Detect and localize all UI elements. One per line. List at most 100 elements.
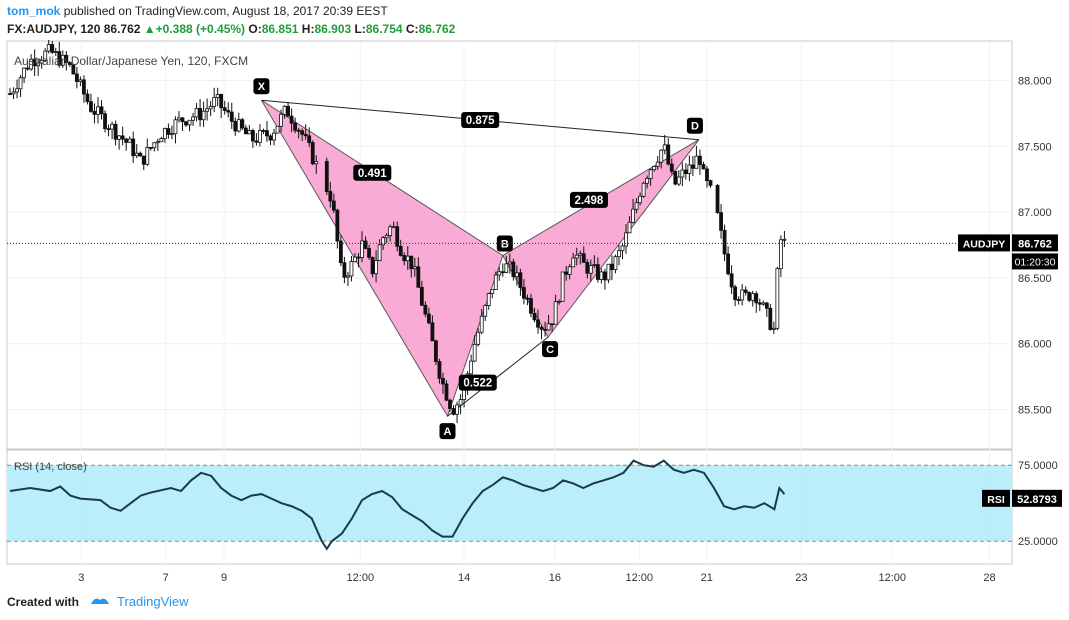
candle-body <box>138 152 143 157</box>
candle-body <box>363 240 368 249</box>
candle-body <box>89 101 93 112</box>
ratio-label-bg <box>353 164 392 181</box>
candle-body <box>106 128 111 131</box>
ratio-label-bg <box>461 111 500 128</box>
candle-body <box>426 313 431 324</box>
candle-body <box>754 293 759 304</box>
candle-body <box>546 323 551 331</box>
candle-body <box>141 155 146 165</box>
candle-body <box>423 304 428 315</box>
price-chart[interactable]: X A B C D 0.875 0.491 0.522 2.498 88.000 87.500 87… <box>0 40 1069 590</box>
candle-body <box>92 111 97 115</box>
candle-body <box>314 160 319 165</box>
candle-body <box>764 302 769 309</box>
point-label-bg <box>542 341 559 358</box>
candle-body <box>458 399 463 406</box>
candle-body <box>22 67 26 79</box>
candle-body <box>289 115 294 124</box>
author-name[interactable]: tom_mok <box>7 4 61 18</box>
candle-body <box>265 130 269 137</box>
candle-body <box>719 212 723 231</box>
candle-body <box>581 253 586 263</box>
candle-body <box>701 164 706 170</box>
candle-body <box>36 62 41 67</box>
candle-body <box>698 155 702 165</box>
candle-body <box>588 265 593 274</box>
candle-body <box>250 130 255 142</box>
candle-body <box>229 111 234 122</box>
candle-body <box>430 322 435 342</box>
candle-body <box>507 261 512 265</box>
candle-body <box>574 254 579 259</box>
candle-body <box>483 305 488 317</box>
candle-body <box>620 245 625 252</box>
tradingview-link[interactable]: TradingView <box>117 594 189 609</box>
candle-body <box>180 117 185 123</box>
candle-body <box>532 312 537 321</box>
candle-body <box>557 300 562 303</box>
candle-body <box>405 255 410 262</box>
point-label-b: B <box>501 239 509 251</box>
candle-body <box>11 91 16 95</box>
candle-body <box>680 169 685 178</box>
price-series <box>8 40 787 423</box>
ratio-label: 0.875 <box>466 115 495 127</box>
candle-body <box>261 130 266 132</box>
candle-body <box>602 271 607 281</box>
candle-body <box>525 297 530 300</box>
candle-body <box>324 160 329 192</box>
candle-body <box>486 293 491 306</box>
x-tick-label: 12:00 <box>878 572 906 584</box>
candle-body <box>103 113 107 130</box>
candle-body <box>240 119 245 129</box>
candle-body <box>627 221 632 234</box>
candle-body <box>29 58 34 70</box>
candle-body <box>543 328 547 331</box>
candle-body <box>67 62 72 65</box>
y-tick-label: 86.500 <box>1018 273 1052 285</box>
candle-body <box>377 244 382 261</box>
candle-body <box>652 165 657 171</box>
candle-body <box>177 117 181 121</box>
candle-body <box>170 133 174 136</box>
candle-body <box>212 97 217 107</box>
candle-body <box>775 268 780 329</box>
candle-body <box>57 51 62 66</box>
countdown-tag: 01:20:30 <box>1015 256 1056 268</box>
close-label: C: <box>405 22 419 36</box>
candle-body <box>733 286 738 300</box>
candle-body <box>226 110 231 113</box>
candle-body <box>303 133 308 137</box>
candle-body <box>173 119 178 135</box>
candle-body <box>198 108 202 121</box>
candle-body <box>395 226 400 247</box>
candle-body <box>490 289 495 294</box>
candle-body <box>617 250 621 258</box>
candle-body <box>687 164 692 174</box>
point-label-bg <box>439 423 456 440</box>
candle-body <box>367 248 371 258</box>
candle-body <box>8 93 12 96</box>
point-label-a: A <box>444 426 452 438</box>
created-with-text: Created with <box>7 594 80 609</box>
candle-body <box>761 302 766 305</box>
candle-body <box>82 79 86 95</box>
candle-body <box>641 182 646 197</box>
ratio-label-bg <box>569 191 608 208</box>
candle-body <box>120 135 125 140</box>
candle-body <box>645 178 650 184</box>
candle-body <box>85 93 90 103</box>
candle-body <box>722 229 727 255</box>
y-tick-label: 87.500 <box>1018 141 1052 153</box>
candle-body <box>184 121 188 126</box>
open-label: O: <box>248 22 262 36</box>
candle-body <box>419 286 424 306</box>
candle-body <box>743 289 748 293</box>
close-value: 86.762 <box>418 22 456 36</box>
candle-body <box>360 240 364 258</box>
candle-body <box>117 135 122 140</box>
countdown-tag-bg <box>1012 253 1058 270</box>
point-label-d: D <box>691 121 699 133</box>
candle-body <box>624 232 628 247</box>
candle-body <box>60 54 65 66</box>
